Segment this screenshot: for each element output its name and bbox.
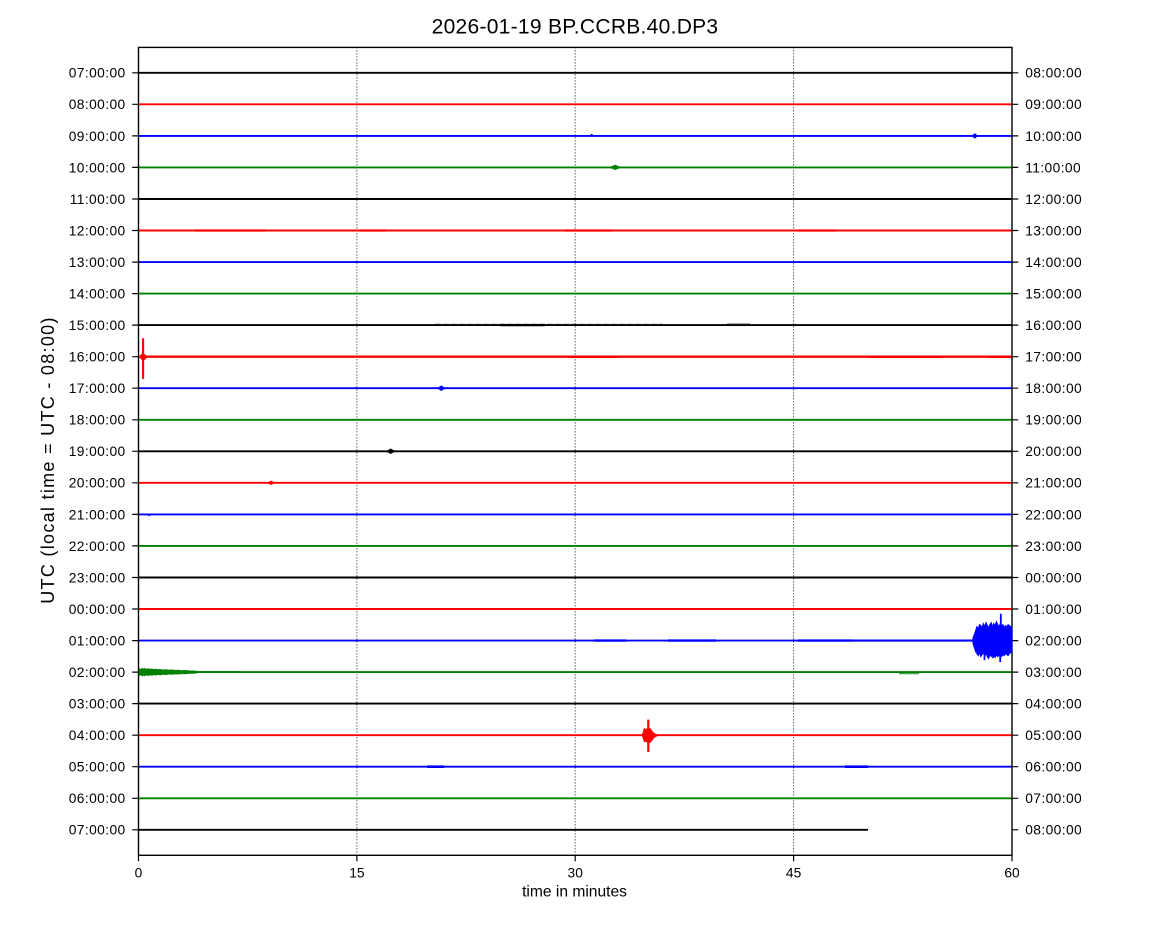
svg-text:17:00:00: 17:00:00 bbox=[1025, 350, 1082, 365]
svg-text:23:00:00: 23:00:00 bbox=[1025, 539, 1082, 554]
svg-text:18:00:00: 18:00:00 bbox=[69, 413, 126, 428]
svg-text:03:00:00: 03:00:00 bbox=[69, 697, 126, 712]
svg-text:11:00:00: 11:00:00 bbox=[70, 192, 126, 207]
svg-text:time in minutes: time in minutes bbox=[522, 883, 627, 900]
svg-text:06:00:00: 06:00:00 bbox=[69, 791, 126, 806]
svg-text:12:00:00: 12:00:00 bbox=[69, 223, 126, 238]
svg-text:16:00:00: 16:00:00 bbox=[1025, 318, 1082, 333]
svg-text:01:00:00: 01:00:00 bbox=[69, 634, 126, 649]
svg-text:UTC (local time = UTC - 08:00): UTC (local time = UTC - 08:00) bbox=[38, 316, 58, 604]
svg-text:16:00:00: 16:00:00 bbox=[69, 350, 126, 365]
svg-text:20:00:00: 20:00:00 bbox=[69, 476, 126, 491]
svg-text:21:00:00: 21:00:00 bbox=[69, 507, 126, 522]
svg-text:10:00:00: 10:00:00 bbox=[1025, 129, 1082, 144]
svg-text:60: 60 bbox=[1004, 865, 1020, 880]
svg-text:08:00:00: 08:00:00 bbox=[1025, 66, 1082, 81]
svg-text:11:00:00: 11:00:00 bbox=[1025, 160, 1081, 175]
svg-text:19:00:00: 19:00:00 bbox=[69, 444, 126, 459]
svg-text:01:00:00: 01:00:00 bbox=[1025, 602, 1082, 617]
svg-text:15: 15 bbox=[349, 865, 365, 880]
svg-text:08:00:00: 08:00:00 bbox=[69, 97, 126, 112]
svg-text:22:00:00: 22:00:00 bbox=[69, 539, 126, 554]
svg-text:13:00:00: 13:00:00 bbox=[69, 255, 126, 270]
svg-text:20:00:00: 20:00:00 bbox=[1025, 444, 1082, 459]
svg-text:13:00:00: 13:00:00 bbox=[1025, 223, 1082, 238]
svg-text:18:00:00: 18:00:00 bbox=[1025, 381, 1082, 396]
svg-text:06:00:00: 06:00:00 bbox=[1025, 760, 1082, 775]
svg-text:09:00:00: 09:00:00 bbox=[1025, 97, 1082, 112]
svg-text:14:00:00: 14:00:00 bbox=[1025, 255, 1082, 270]
svg-text:0: 0 bbox=[135, 865, 143, 880]
svg-text:17:00:00: 17:00:00 bbox=[69, 381, 126, 396]
svg-text:00:00:00: 00:00:00 bbox=[1025, 570, 1082, 585]
svg-text:05:00:00: 05:00:00 bbox=[1025, 728, 1082, 743]
svg-text:09:00:00: 09:00:00 bbox=[69, 129, 126, 144]
svg-text:04:00:00: 04:00:00 bbox=[1025, 697, 1082, 712]
svg-text:02:00:00: 02:00:00 bbox=[69, 665, 126, 680]
svg-text:45: 45 bbox=[786, 865, 802, 880]
svg-text:02:00:00: 02:00:00 bbox=[1025, 634, 1082, 649]
svg-text:23:00:00: 23:00:00 bbox=[69, 570, 126, 585]
svg-text:10:00:00: 10:00:00 bbox=[69, 160, 126, 175]
svg-text:19:00:00: 19:00:00 bbox=[1025, 413, 1082, 428]
svg-text:15:00:00: 15:00:00 bbox=[69, 318, 126, 333]
svg-text:2026-01-19 BP.CCRB.40.DP3: 2026-01-19 BP.CCRB.40.DP3 bbox=[432, 16, 719, 39]
svg-text:03:00:00: 03:00:00 bbox=[1025, 665, 1082, 680]
svg-text:04:00:00: 04:00:00 bbox=[69, 728, 126, 743]
svg-text:07:00:00: 07:00:00 bbox=[69, 66, 126, 81]
svg-text:07:00:00: 07:00:00 bbox=[69, 823, 126, 838]
svg-text:00:00:00: 00:00:00 bbox=[69, 602, 126, 617]
svg-text:21:00:00: 21:00:00 bbox=[1025, 476, 1082, 491]
svg-text:12:00:00: 12:00:00 bbox=[1025, 192, 1082, 207]
svg-text:30: 30 bbox=[568, 865, 584, 880]
svg-text:08:00:00: 08:00:00 bbox=[1025, 823, 1082, 838]
svg-text:22:00:00: 22:00:00 bbox=[1025, 507, 1082, 522]
svg-text:15:00:00: 15:00:00 bbox=[1025, 287, 1082, 302]
svg-text:05:00:00: 05:00:00 bbox=[69, 760, 126, 775]
svg-text:14:00:00: 14:00:00 bbox=[69, 287, 126, 302]
svg-text:07:00:00: 07:00:00 bbox=[1025, 791, 1082, 806]
